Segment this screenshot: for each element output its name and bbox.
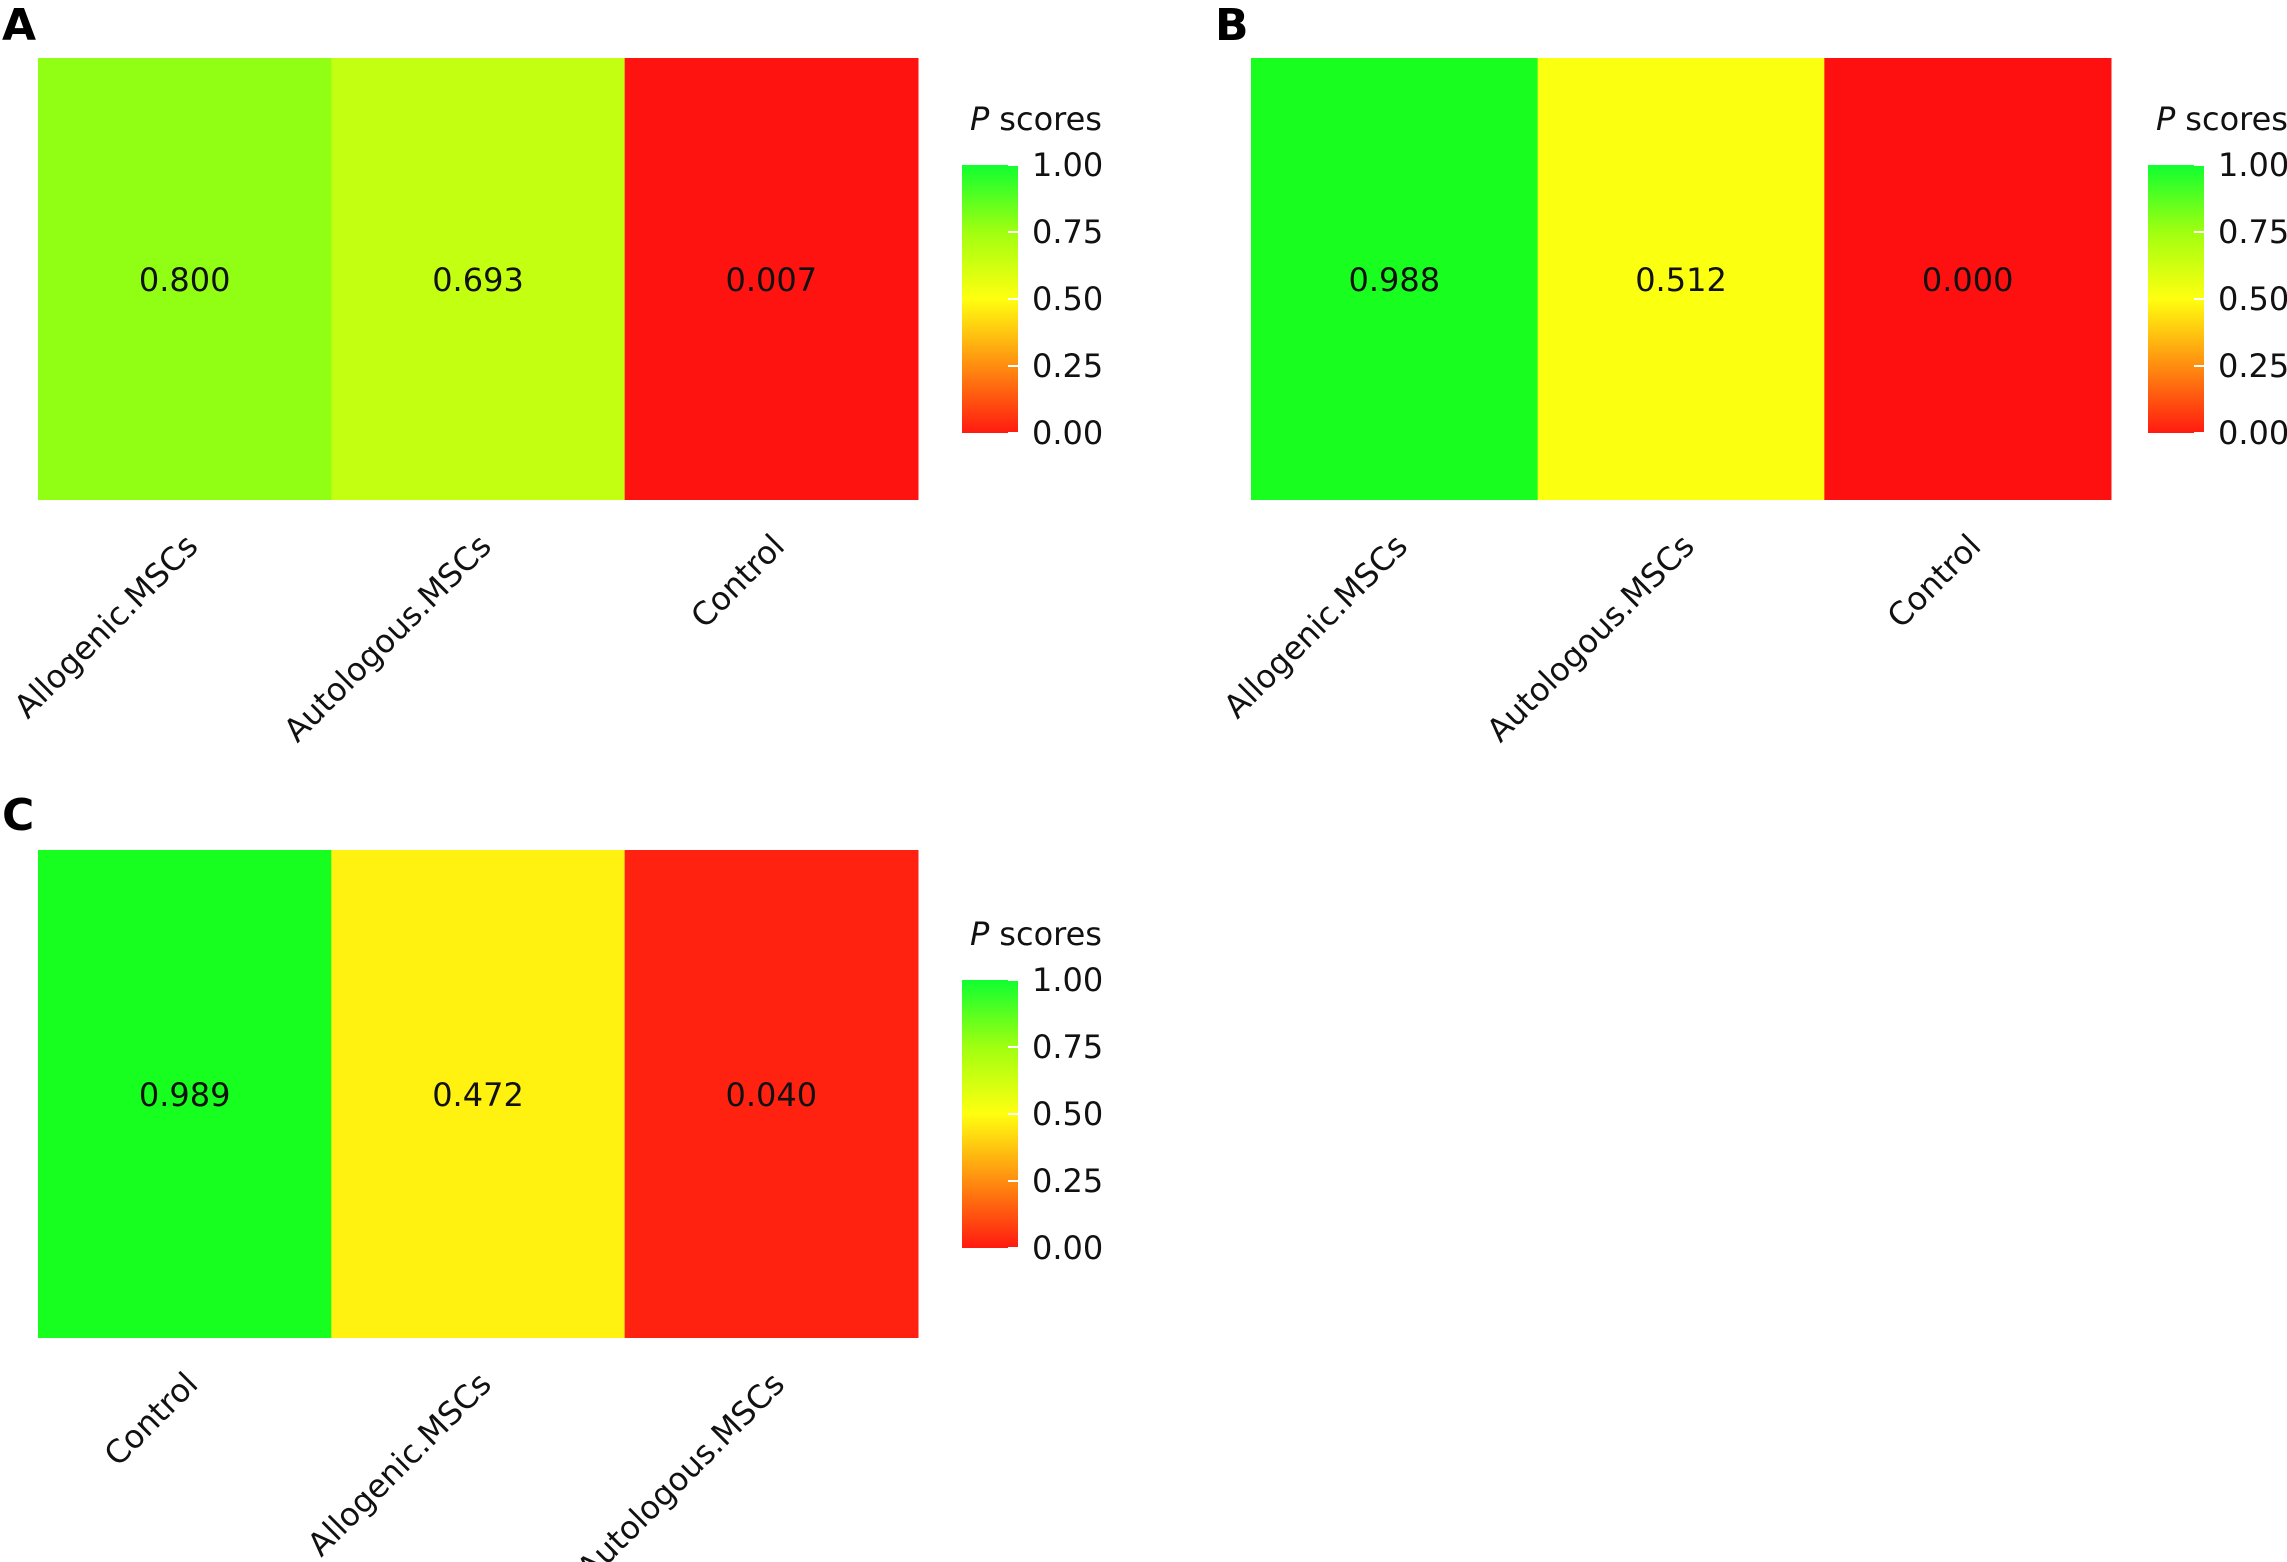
panel-letter: C — [2, 790, 34, 841]
panel-letter: A — [2, 0, 36, 51]
heat-cell — [1824, 58, 2112, 500]
panel-c: C 0.989 Control 0.472 Allogenic.MSCs 0.040 Aut… — [2, 790, 1103, 1562]
x-tick-label: Autologous.MSCs — [1479, 527, 1702, 750]
cell-value-label: 0.800 — [139, 261, 231, 299]
panel-a: A 0.800 Allogenic.MSCs 0.693 Autologous.MSCs… — [2, 0, 1103, 749]
cell-value-label: 0.007 — [726, 261, 818, 299]
legend-tick-label: 0.75 — [1032, 1028, 1103, 1066]
legend-tick-label: 1.00 — [2218, 146, 2287, 184]
cell-value-label: 0.989 — [139, 1076, 231, 1114]
legend-tick-label: 0.00 — [2218, 414, 2287, 452]
legend-tick-label: 1.00 — [1032, 961, 1103, 999]
heat-cell — [624, 58, 919, 500]
x-tick-label: Control — [1880, 527, 1989, 636]
legend-tick-label: 0.00 — [1032, 1229, 1103, 1267]
legend-tick-label: 0.75 — [1032, 213, 1103, 251]
legend-title-italic: P — [970, 100, 990, 138]
heat-cell — [38, 850, 332, 1338]
panel-b: B 0.988 Allogenic.MSCs 0.512 Autologous.MSCs… — [1215, 0, 2287, 749]
legend-tick-label: 0.50 — [2218, 280, 2287, 318]
heat-cell — [38, 58, 332, 500]
heat-cell — [331, 58, 626, 500]
legend-tick-label: 0.25 — [1032, 347, 1103, 385]
legend-tick-label: 0.50 — [1032, 1095, 1103, 1133]
cell-value-label: 0.988 — [1349, 261, 1441, 299]
cell-value-label: 0.693 — [432, 261, 524, 299]
heat-cell — [624, 850, 919, 1338]
cell-value-label: 0.512 — [1635, 261, 1727, 299]
x-tick-label: Allogenic.MSCs — [1216, 527, 1415, 726]
legend-title-rest: scores — [999, 100, 1102, 138]
legend-tick-label: 0.25 — [2218, 347, 2287, 385]
legend-tick-label: 1.00 — [1032, 146, 1103, 184]
heat-cell — [1537, 58, 1825, 500]
legend-title-rest: scores — [999, 915, 1102, 953]
heat-cell — [331, 850, 626, 1338]
x-tick-label: Allogenic.MSCs — [7, 527, 206, 726]
legend-tick-label: 0.00 — [1032, 414, 1103, 452]
legend-title-italic: P — [2156, 100, 2176, 138]
x-tick-label: Autologous.MSCs — [569, 1365, 792, 1562]
x-tick-label: Allogenic.MSCs — [300, 1365, 499, 1562]
legend-title-italic: P — [970, 915, 990, 953]
x-tick-label: Control — [683, 527, 792, 636]
heat-cell — [1251, 58, 1539, 500]
cell-value-label: 0.472 — [432, 1076, 524, 1114]
legend-title-rest: scores — [2185, 100, 2287, 138]
cell-value-label: 0.000 — [1922, 261, 2014, 299]
legend-tick-label: 0.50 — [1032, 280, 1103, 318]
legend-tick-label: 0.75 — [2218, 213, 2287, 251]
panel-letter: B — [1215, 0, 1249, 51]
cell-value-label: 0.040 — [726, 1076, 818, 1114]
x-tick-label: Control — [97, 1365, 206, 1474]
legend-tick-label: 0.25 — [1032, 1162, 1103, 1200]
x-tick-label: Autologous.MSCs — [276, 527, 499, 750]
